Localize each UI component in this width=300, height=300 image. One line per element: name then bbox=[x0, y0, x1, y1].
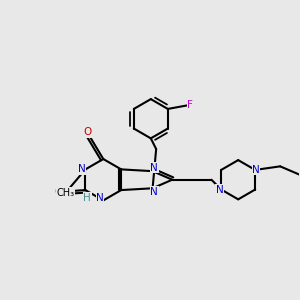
Text: CH₃: CH₃ bbox=[57, 188, 75, 198]
Text: N: N bbox=[78, 164, 86, 174]
Text: H: H bbox=[83, 193, 91, 203]
Text: F: F bbox=[187, 100, 193, 110]
Text: N: N bbox=[150, 163, 158, 173]
Text: N: N bbox=[150, 187, 158, 197]
Text: N: N bbox=[252, 165, 260, 175]
Text: N: N bbox=[96, 193, 104, 203]
Text: O: O bbox=[83, 127, 92, 137]
Text: O: O bbox=[55, 187, 63, 197]
Text: N: N bbox=[216, 184, 224, 194]
